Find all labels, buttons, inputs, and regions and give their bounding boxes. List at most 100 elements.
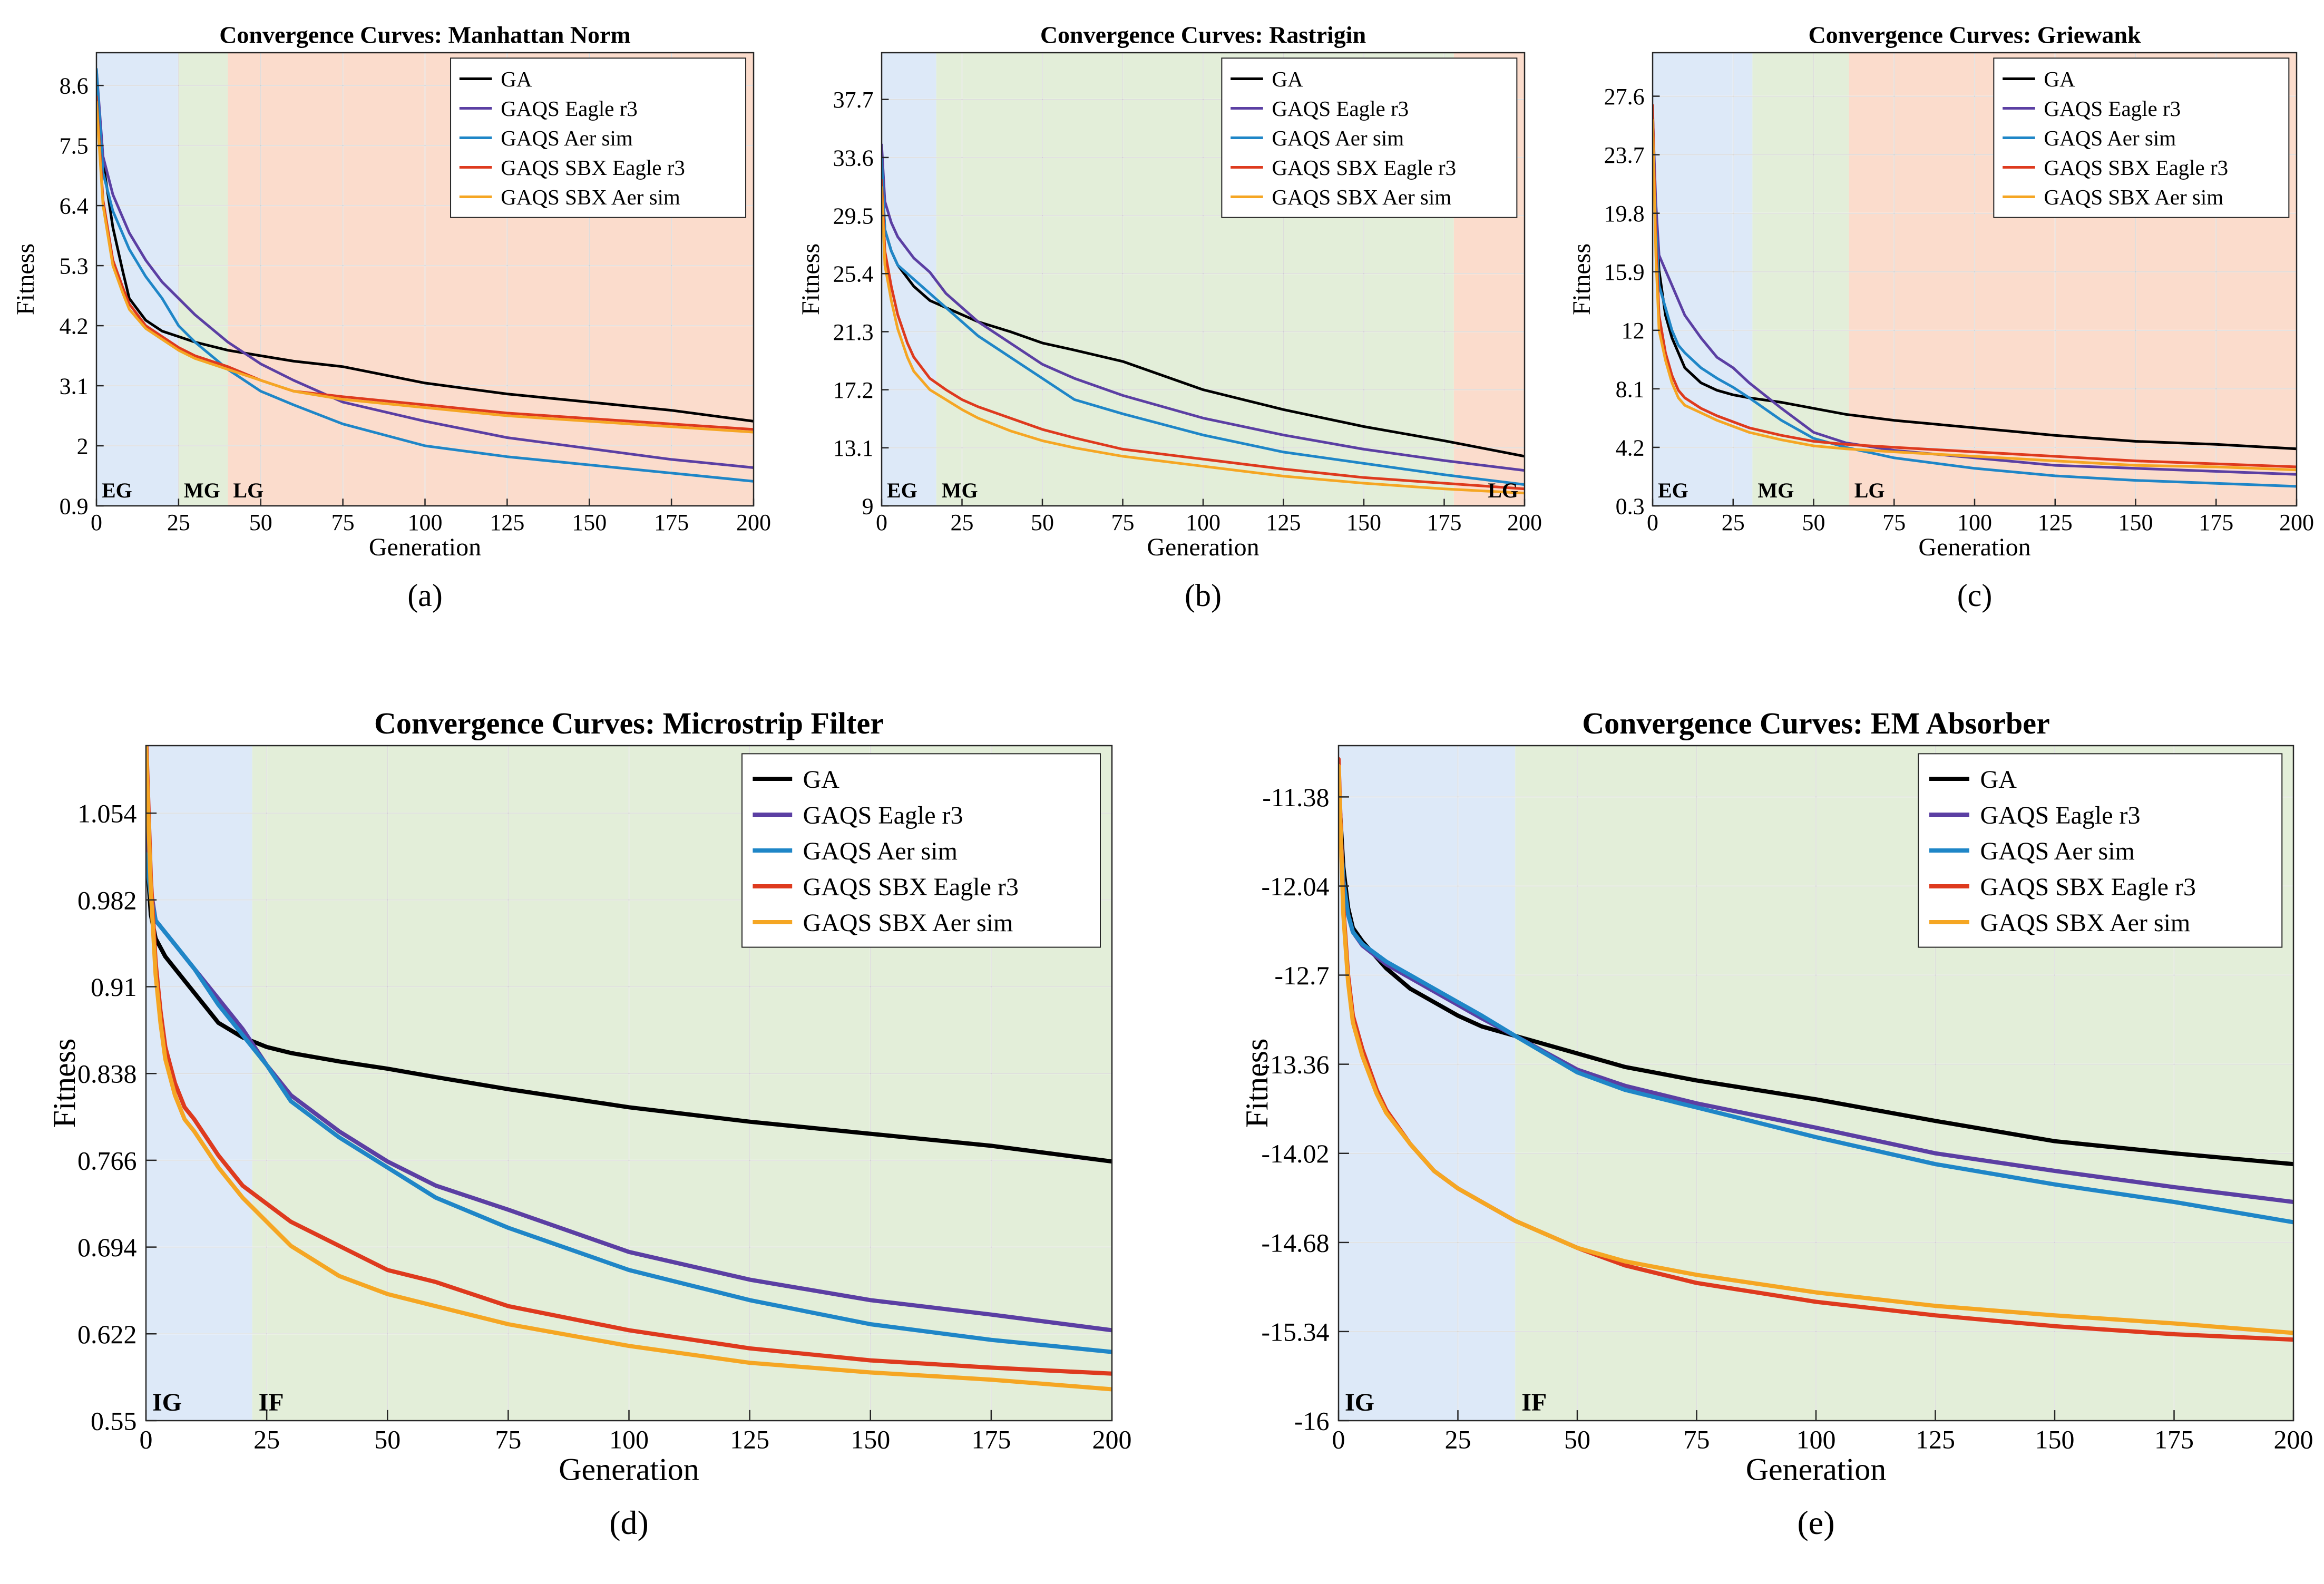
panel-label: (c) <box>1957 578 1993 613</box>
y-tick-label: 2 <box>77 433 89 459</box>
series-lines <box>882 143 1525 495</box>
legend-entry-gaqs-aer-sim: GAQS Aer sim <box>2044 126 2176 150</box>
y-tick-label: 0.91 <box>91 972 137 1002</box>
region-eg <box>1653 53 1753 506</box>
y-tick-label: 4.2 <box>1616 435 1645 461</box>
series-line-gaqs-sbx-aer-sim <box>146 746 1112 1392</box>
legend-entry-ga: GA <box>803 766 840 794</box>
x-tick-label: 25 <box>1722 510 1745 535</box>
chart-title: Convergence Curves: EM Absorber <box>1582 706 2050 740</box>
x-tick-label: 0 <box>91 510 102 535</box>
legend-entry-ga: GA <box>1980 766 2017 794</box>
chart-e: 0 25 50 75 100 125 150 175 200 -16 -15.34 -14.68 -14… <box>1239 706 2313 1541</box>
legend-entry-gaqs-aer-sim: GAQS Aer sim <box>501 126 633 150</box>
y-tick-label: 0.622 <box>77 1319 137 1349</box>
legend-entry-gaqs-sbx-aer-sim: GAQS SBX Aer sim <box>803 909 1013 937</box>
series-line-gaqs-sbx-aer-sim <box>882 185 1525 495</box>
x-tick-label: 25 <box>951 510 974 535</box>
phase-label-lg: LG <box>233 478 263 502</box>
legend-box <box>450 57 747 218</box>
x-tick-label: 50 <box>374 1425 401 1454</box>
y-tick-label: -15.34 <box>1261 1317 1329 1346</box>
x-axis-label: Generation <box>1147 533 1259 561</box>
x-tick-label: 125 <box>2038 510 2073 535</box>
series-line-gaqs-eagle-r3 <box>882 143 1525 472</box>
x-tick-label: 0 <box>140 1425 153 1454</box>
y-tick-label: -16 <box>1294 1406 1330 1436</box>
x-tick-label: 75 <box>1684 1425 1710 1454</box>
x-tick-label: 125 <box>730 1425 769 1454</box>
x-axis-label: Generation <box>559 1452 699 1487</box>
legend-entry-gaqs-eagle-r3: GAQS Eagle r3 <box>501 96 638 121</box>
series-line-ga <box>96 73 754 423</box>
x-tick-label: 175 <box>2154 1425 2194 1454</box>
series-lines <box>1339 757 2293 1342</box>
y-tick-label: 8.6 <box>60 73 89 99</box>
y-tick-label: 9 <box>862 493 874 519</box>
phase-label-lg: LG <box>1488 478 1518 502</box>
x-tick-label: 100 <box>408 510 443 535</box>
x-tick-label: 200 <box>2279 510 2314 535</box>
x-tick-label: 150 <box>572 510 607 535</box>
region-mg <box>178 53 228 506</box>
y-tick-label: 0.9 <box>60 493 89 519</box>
y-tick-label: 19.8 <box>1604 201 1645 227</box>
legend: GA GAQS Eagle r3 GAQS Aer sim GAQS SBX Eagl… <box>1221 57 1518 218</box>
series-line-gaqs-sbx-eagle-r3 <box>882 179 1525 491</box>
x-tick-label: 25 <box>1445 1425 1471 1454</box>
y-tick-label: 29.5 <box>833 203 874 229</box>
legend: GA GAQS Eagle r3 GAQS Aer sim GAQS SBX Eagl… <box>1993 57 2290 218</box>
x-axis-label: Generation <box>1746 1452 1887 1487</box>
series-line-gaqs-sbx-eagle-r3 <box>1653 104 2297 468</box>
x-tick-label: 175 <box>1427 510 1462 535</box>
series-lines <box>1653 104 2297 488</box>
legend-entry-gaqs-aer-sim: GAQS Aer sim <box>1272 126 1404 150</box>
legend: GA GAQS Eagle r3 GAQS Aer sim GAQS SBX Eagl… <box>1918 753 2283 948</box>
y-tick-label: 13.1 <box>833 435 874 461</box>
legend-entry-ga: GA <box>2044 67 2076 91</box>
legend-entry-gaqs-sbx-eagle-r3: GAQS SBX Eagle r3 <box>2044 155 2229 180</box>
y-tick-label: 25.4 <box>833 261 874 287</box>
legend-entry-ga: GA <box>501 67 532 91</box>
x-tick-label: 200 <box>1092 1425 1132 1454</box>
legend-entry-gaqs-eagle-r3: GAQS Eagle r3 <box>1980 801 2141 829</box>
legend-entry-gaqs-aer-sim: GAQS Aer sim <box>803 837 958 865</box>
series-line-ga <box>1653 119 2297 451</box>
series-lines <box>96 67 754 483</box>
series-line-gaqs-eagle-r3 <box>96 67 754 469</box>
legend-box <box>1918 753 2283 948</box>
y-tick-label: 6.4 <box>60 193 89 219</box>
chart-d: 0 25 50 75 100 125 150 175 200 0.55 0.622 0.694 0.76… <box>47 706 1132 1541</box>
chart-title: Convergence Curves: Manhattan Norm <box>219 22 631 48</box>
x-tick-label: 175 <box>2199 510 2233 535</box>
y-tick-label: -12.7 <box>1274 961 1329 990</box>
phase-label-eg: EG <box>887 478 917 502</box>
chart-c: 0 25 50 75 100 125 150 175 200 0.3 4.2 8.1 12 15.9 19.… <box>1568 22 2314 613</box>
phase-label-mg: MG <box>1757 478 1794 502</box>
legend-entry-gaqs-sbx-aer-sim: GAQS SBX Aer sim <box>501 185 680 209</box>
legend-entry-gaqs-eagle-r3: GAQS Eagle r3 <box>803 801 963 829</box>
y-tick-label: 37.7 <box>833 87 874 113</box>
phase-label-if: IF <box>1521 1389 1547 1416</box>
x-tick-label: 50 <box>249 510 272 535</box>
y-tick-label: 1.054 <box>77 799 137 828</box>
x-tick-label: 100 <box>1957 510 1992 535</box>
legend-entry-gaqs-sbx-aer-sim: GAQS SBX Aer sim <box>2044 185 2224 209</box>
region-ig <box>1339 746 1516 1421</box>
y-tick-label: 33.6 <box>833 145 874 171</box>
x-tick-label: 175 <box>971 1425 1011 1454</box>
legend-entry-gaqs-sbx-aer-sim: GAQS SBX Aer sim <box>1272 185 1452 209</box>
series-line-gaqs-eagle-r3 <box>1653 111 2297 476</box>
phase-label-if: IF <box>259 1389 284 1416</box>
y-tick-label: 12 <box>1622 318 1645 344</box>
x-tick-label: 150 <box>1346 510 1381 535</box>
y-tick-label: 4.2 <box>60 313 89 339</box>
y-axis-label: Fitness <box>1568 243 1596 315</box>
y-tick-label: -14.02 <box>1261 1139 1329 1168</box>
x-tick-label: 150 <box>2035 1425 2075 1454</box>
x-tick-label: 100 <box>1186 510 1220 535</box>
x-tick-label: 125 <box>1266 510 1301 535</box>
x-tick-label: 50 <box>1802 510 1825 535</box>
legend-entry-gaqs-eagle-r3: GAQS Eagle r3 <box>1272 96 1409 121</box>
y-tick-label: 0.766 <box>77 1146 137 1175</box>
